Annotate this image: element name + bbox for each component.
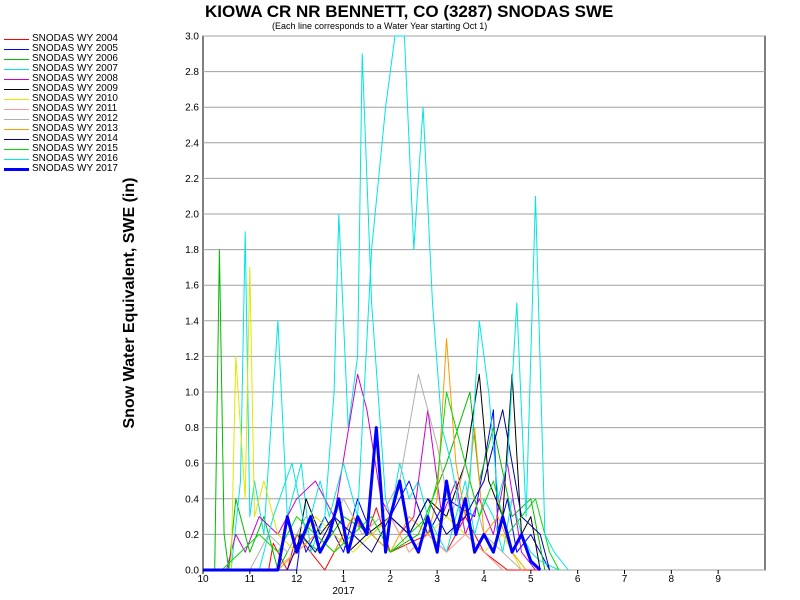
y-tick-label: 0.2	[185, 530, 199, 541]
y-tick-label: 2.0	[185, 210, 199, 221]
legend-label: SNODAS WY 2016	[32, 153, 118, 164]
y-tick-label: 2.8	[185, 67, 199, 78]
y-tick-label: 3.0	[185, 32, 199, 43]
legend-swatch	[4, 138, 29, 140]
legend-swatch	[4, 158, 29, 160]
x-tick-label: 9	[715, 574, 721, 585]
x-tick-label: 4	[481, 574, 487, 585]
series-line-snodas-wy-2016	[203, 35, 569, 571]
legend-swatch	[4, 128, 29, 130]
legend-swatch	[4, 108, 29, 110]
x-tick-label: 3	[434, 574, 440, 585]
x-tick-label: 5	[528, 574, 534, 585]
legend-label: SNODAS WY 2006	[32, 53, 118, 64]
y-tick-label: 2.4	[185, 138, 199, 149]
x-year-label: 2017	[332, 586, 355, 597]
legend-label: SNODAS WY 2008	[32, 73, 118, 84]
legend-item: SNODAS WY 2017	[4, 164, 118, 174]
chart-title: KIOWA CR NR BENNETT, CO (3287) SNODAS SW…	[205, 2, 614, 21]
legend-swatch	[4, 167, 29, 171]
legend-label: SNODAS WY 2014	[32, 133, 118, 144]
legend-item: SNODAS WY 2009	[4, 84, 118, 94]
x-tick-label: 10	[197, 574, 209, 585]
plot-frame	[202, 35, 766, 571]
x-tick-label: 12	[291, 574, 303, 585]
legend-label: SNODAS WY 2010	[32, 93, 118, 104]
x-tick-label: 11	[245, 574, 256, 585]
y-tick-label: 1.8	[185, 245, 199, 256]
x-tick-label: 7	[622, 574, 628, 585]
legend-item: SNODAS WY 2007	[4, 64, 118, 74]
legend-swatch	[4, 118, 29, 120]
legend-label: SNODAS WY 2012	[32, 113, 118, 124]
y-tick-label: 0.6	[185, 459, 199, 470]
legend-label: SNODAS WY 2011	[32, 103, 118, 114]
series-line-snodas-wy-2007	[203, 53, 560, 571]
series-line-snodas-wy-2005	[203, 409, 551, 571]
legend-item: SNODAS WY 2013	[4, 124, 118, 134]
legend-swatch	[4, 58, 29, 60]
legend-swatch	[4, 48, 29, 50]
legend-item: SNODAS WY 2011	[4, 104, 118, 114]
legend-item: SNODAS WY 2012	[4, 114, 118, 124]
x-tick-label: 2	[388, 574, 394, 585]
legend: SNODAS WY 2004 SNODAS WY 2005 SNODAS WY 20…	[4, 34, 118, 174]
legend-swatch	[4, 68, 29, 70]
legend-item: SNODAS WY 2008	[4, 74, 118, 84]
y-tick-label: 1.0	[185, 388, 199, 399]
series-line-snodas-wy-2015	[203, 391, 560, 571]
chart-subtitle: (Each line corresponds to a Water Year s…	[272, 21, 488, 31]
y-tick-label: 0.4	[185, 494, 199, 505]
x-tick-label: 8	[669, 574, 675, 585]
legend-item: SNODAS WY 2004	[4, 34, 118, 44]
y-tick-label: 2.6	[185, 103, 199, 114]
legend-item: SNODAS WY 2016	[4, 154, 118, 164]
legend-item: SNODAS WY 2005	[4, 44, 118, 54]
series-line-snodas-wy-2017	[203, 426, 542, 572]
legend-item: SNODAS WY 2006	[4, 54, 118, 64]
legend-swatch	[4, 98, 29, 100]
legend-label: SNODAS WY 2013	[32, 123, 118, 134]
series-group	[203, 35, 569, 572]
legend-swatch	[4, 78, 29, 80]
legend-label: SNODAS WY 2007	[32, 63, 118, 74]
y-tick-label: 1.2	[185, 352, 199, 363]
legend-label: SNODAS WY 2009	[32, 83, 118, 94]
y-tick-label: 0.8	[185, 423, 199, 434]
y-tick-label: 2.2	[185, 174, 199, 185]
legend-label: SNODAS WY 2004	[32, 33, 118, 44]
legend-label: SNODAS WY 2017	[32, 163, 118, 174]
x-tick-label: 1	[341, 574, 347, 585]
legend-swatch	[4, 38, 29, 40]
y-tick-label: 1.4	[185, 316, 199, 327]
y-tick-label: 0.0	[185, 566, 199, 577]
legend-swatch	[4, 88, 29, 90]
axes: 0.0 0.2 0.4 0.6 0.8 1.0 1.2 1.4 1.6 1.8 2.0 2.2 2.4 2…	[185, 32, 721, 586]
legend-item: SNODAS WY 2014	[4, 134, 118, 144]
x-tick-label: 6	[575, 574, 581, 585]
legend-item: SNODAS WY 2010	[4, 94, 118, 104]
legend-label: SNODAS WY 2005	[32, 43, 118, 54]
legend-label: SNODAS WY 2015	[32, 143, 118, 154]
series-line-snodas-wy-2010	[203, 266, 522, 571]
y-tick-label: 1.6	[185, 281, 199, 292]
legend-item: SNODAS WY 2015	[4, 144, 118, 154]
legend-swatch	[4, 148, 29, 150]
